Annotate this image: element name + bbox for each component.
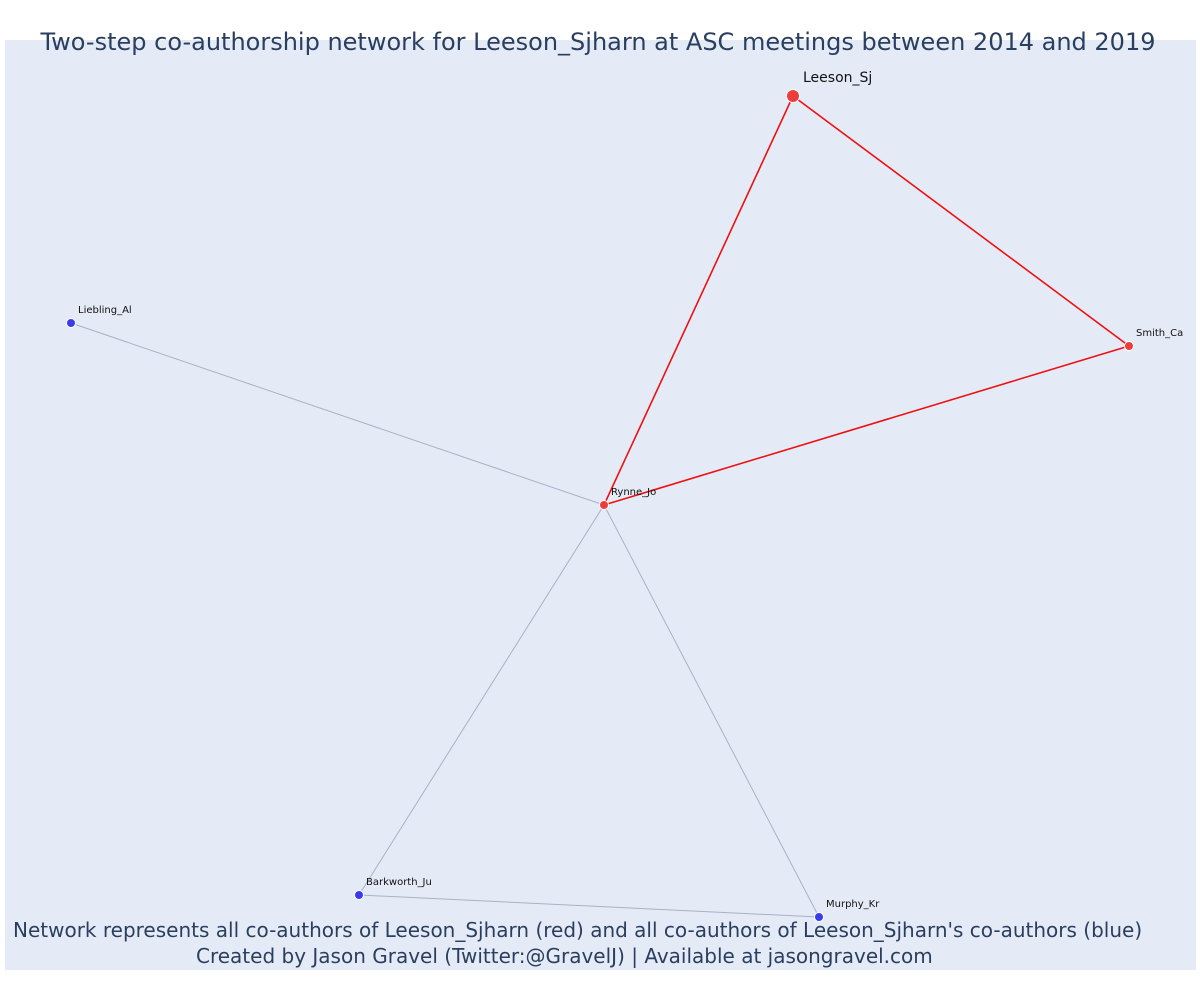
edge-rynne-liebling [70,322,605,506]
node-smith[interactable] [1124,341,1134,351]
edge-rynne-barkworth [358,504,605,896]
node-murphy[interactable] [814,912,824,922]
node-liebling[interactable] [66,318,76,328]
edge-rynne-murphy [603,504,820,918]
edge-barkworth-murphy [358,894,820,918]
node-rynne[interactable] [599,500,609,510]
node-label-leeson: Leeson_Sj [803,70,872,86]
caption-credits: Created by Jason Gravel (Twitter:@Gravel… [196,944,933,968]
edge-leeson-rynne [603,95,794,506]
node-label-barkworth: Barkworth_Ju [366,877,432,888]
node-label-smith: Smith_Ca [1136,328,1183,339]
edge-rynne-smith [603,345,1130,506]
node-label-murphy: Murphy_Kr [826,899,880,910]
chart-title: Two-step co-authorship network for Leeso… [40,28,1156,56]
node-barkworth[interactable] [354,890,364,900]
caption-description: Network represents all co-authors of Lee… [13,918,1143,942]
edge-leeson-smith [792,95,1130,347]
node-leeson[interactable] [786,89,800,103]
labels-layer: Leeson_Sj Smith_Ca Rynne_Jo Liebling_Al Bark… [78,70,1183,910]
edges-layer [70,95,1130,918]
node-label-liebling: Liebling_Al [78,305,132,316]
node-label-rynne: Rynne_Jo [611,487,656,498]
nodes-layer [66,89,1134,922]
